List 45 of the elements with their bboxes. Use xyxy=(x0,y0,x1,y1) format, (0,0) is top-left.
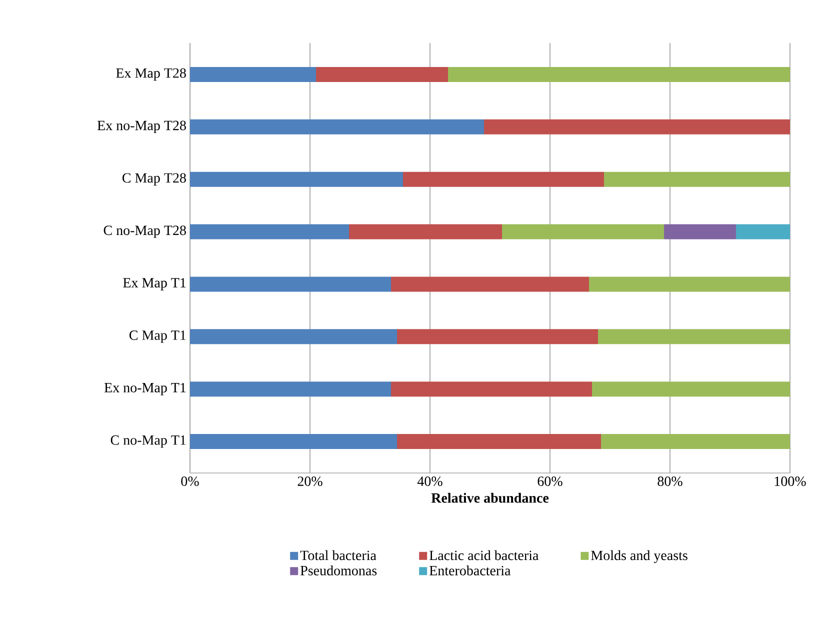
x-tick-label: 0% xyxy=(181,476,199,486)
bar xyxy=(448,66,790,82)
x-tick-label: 40% xyxy=(417,476,442,486)
legend-label: Total bacteria xyxy=(300,550,376,560)
y-tick-label: C Map T1 xyxy=(129,330,186,343)
x-tick-label: 80% xyxy=(658,476,682,486)
bar xyxy=(397,434,602,450)
bar xyxy=(190,276,391,292)
x-tick-label: 60% xyxy=(538,476,562,486)
bar xyxy=(391,382,592,397)
bar xyxy=(190,434,398,450)
bar xyxy=(316,66,448,82)
x-tick-label: 100% xyxy=(774,476,806,486)
bar xyxy=(589,276,790,292)
bar xyxy=(190,119,484,134)
legend-label: Molds and yeasts xyxy=(591,550,688,564)
bar xyxy=(736,224,790,240)
bar xyxy=(601,434,790,450)
bar xyxy=(484,119,790,134)
bar xyxy=(604,172,790,187)
x-tick-label: 20% xyxy=(298,476,322,486)
bar xyxy=(190,329,398,344)
bar xyxy=(403,172,604,187)
bar xyxy=(592,382,790,397)
y-tick-label: C Map T28 xyxy=(122,173,186,186)
bar xyxy=(190,382,391,397)
legend-label: Pseudomonas xyxy=(300,566,377,576)
bar xyxy=(664,224,736,240)
bar xyxy=(190,172,404,187)
bar xyxy=(190,224,349,240)
y-tick-label: Ex Map T1 xyxy=(123,278,186,290)
x-axis-title: Relative abundance xyxy=(431,492,549,503)
y-tick-label: Ex no-Map T1 xyxy=(104,382,186,396)
y-tick-label: Ex no-Map T28 xyxy=(97,120,186,134)
legend-label: Enterobacteria xyxy=(430,566,511,576)
legend-label: Lactic acid bacteria xyxy=(430,550,539,560)
bar xyxy=(397,329,598,344)
y-tick-label: Ex Map T28 xyxy=(116,68,186,81)
bar xyxy=(598,329,790,344)
y-tick-label: C no-Map T28 xyxy=(104,226,186,238)
bar xyxy=(190,66,316,82)
y-tick-label: C no-Map T1 xyxy=(110,435,186,448)
bar xyxy=(349,224,502,240)
bar xyxy=(502,224,664,240)
bar xyxy=(391,276,590,292)
